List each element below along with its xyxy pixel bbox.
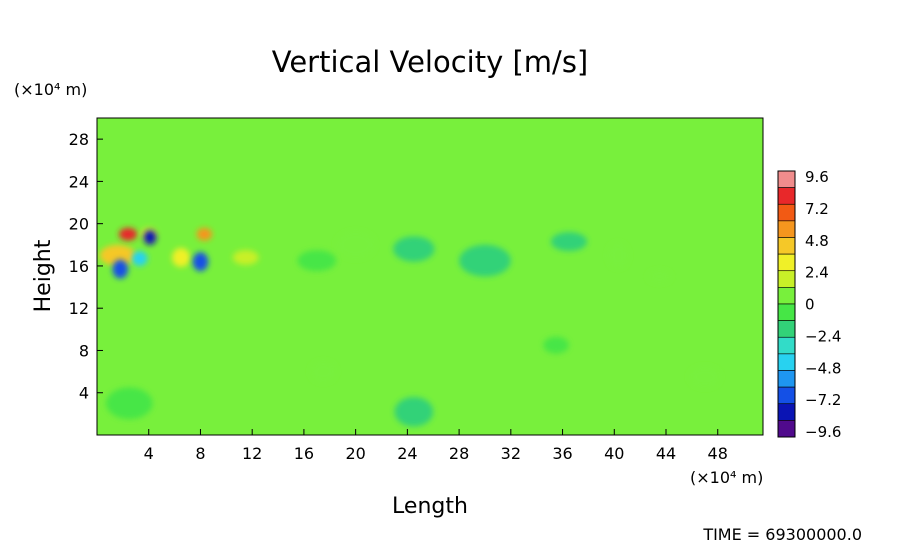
x-tick-label: 36 (552, 444, 572, 463)
x-tick-label: 20 (345, 444, 365, 463)
heatmap-cell-2 (118, 227, 138, 241)
colorbar-tick-label: 4.8 (805, 232, 829, 250)
x-tick-label: 40 (604, 444, 624, 463)
colorbar-swatch (777, 320, 796, 338)
colorbar-swatch (777, 303, 796, 321)
x-tick-label: 16 (294, 444, 314, 463)
y-axis-ticks: 4 8 12 16 20 24 28 (69, 130, 103, 403)
heatmap-cell-9 (232, 250, 259, 265)
colorbar: 9.6 7.2 4.8 2.4 0 −2.4 −4.8 −7.2 −9.6 (777, 168, 841, 441)
heatmap-cell-17 (394, 396, 434, 427)
y-tick-label: 24 (69, 172, 89, 191)
colorbar-swatch (777, 386, 796, 405)
heatmap-cell-4 (143, 230, 157, 245)
colorbar-frame (777, 170, 796, 438)
colorbar-tick-label: 9.6 (805, 168, 829, 186)
x-tick-label: 44 (656, 444, 676, 463)
colorbar-tick-label: −4.8 (805, 359, 841, 377)
colorbar-tick-label: 7.2 (805, 200, 829, 218)
heatmap-cell-10 (336, 231, 376, 259)
y-axis-label: Height (31, 239, 56, 312)
x-axis-ticks: 4 8 12 16 20 24 28 32 36 40 44 48 (144, 429, 728, 463)
heatmap-cell-7 (192, 252, 209, 272)
colorbar-swatch (777, 287, 796, 305)
time-readout: TIME = 69300000.0 (702, 525, 862, 544)
heatmap-cell-21 (689, 366, 721, 388)
colorbar-swatch (777, 187, 796, 205)
heatmap-cell-16 (297, 250, 337, 272)
heatmap-cell-15 (647, 270, 672, 283)
heatmap-cell-11 (393, 236, 435, 262)
y-unit-label: (×10⁴ m) (14, 80, 87, 99)
y-tick-label: 20 (69, 215, 89, 234)
colorbar-tick-label: −2.4 (805, 327, 841, 345)
heatmap-cell-1 (112, 259, 129, 279)
heatmap-cell-18 (106, 387, 153, 420)
y-tick-label: 4 (79, 384, 89, 403)
heatmap-cell-20 (543, 336, 570, 354)
colorbar-swatch (777, 336, 796, 355)
colorbar-swatch (777, 253, 796, 272)
colorbar-swatch (777, 403, 796, 421)
y-tick-label: 8 (79, 341, 89, 360)
colorbar-swatch (777, 170, 796, 188)
colorbar-tick-label: 2.4 (805, 264, 829, 282)
x-unit-label: (×10⁴ m) (690, 468, 763, 487)
heatmap-cell-6 (172, 247, 191, 267)
colorbar-swatch (777, 270, 796, 288)
colorbar-tick-label: −7.2 (805, 391, 841, 409)
x-tick-label: 48 (708, 444, 728, 463)
y-tick-label: 16 (69, 257, 89, 276)
heatmap-cell-14 (607, 242, 629, 269)
plot-area (96, 117, 764, 436)
x-tick-label: 4 (144, 444, 154, 463)
heatmap-cell-13 (550, 232, 588, 252)
colorbar-tick-label: 0 (805, 296, 815, 314)
y-tick-label: 12 (69, 299, 89, 318)
x-tick-label: 32 (501, 444, 521, 463)
colorbar-swatch (777, 237, 796, 255)
colorbar-tick-label: −9.6 (805, 423, 841, 441)
heatmap-cell-19 (310, 361, 337, 383)
colorbar-swatch (777, 220, 796, 238)
colorbar-swatch (777, 370, 796, 388)
x-tick-label: 24 (397, 444, 417, 463)
x-axis-label: Length (392, 494, 468, 519)
colorbar-swatch (777, 353, 796, 371)
heatmap-cell-5 (131, 251, 148, 266)
x-tick-label: 28 (449, 444, 469, 463)
x-tick-label: 12 (242, 444, 262, 463)
plot-frame (96, 117, 764, 436)
heatmap-cell-12 (459, 244, 511, 277)
colorbar-swatch (777, 420, 796, 438)
colorbar-swatch (777, 203, 796, 222)
heatmap-features (99, 227, 721, 427)
heatmap-cell-0 (99, 244, 136, 266)
chart-title: Vertical Velocity [m/s] (272, 45, 589, 79)
heatmap-cell-8 (196, 227, 213, 241)
y-tick-label: 28 (69, 130, 89, 149)
x-tick-label: 8 (195, 444, 205, 463)
